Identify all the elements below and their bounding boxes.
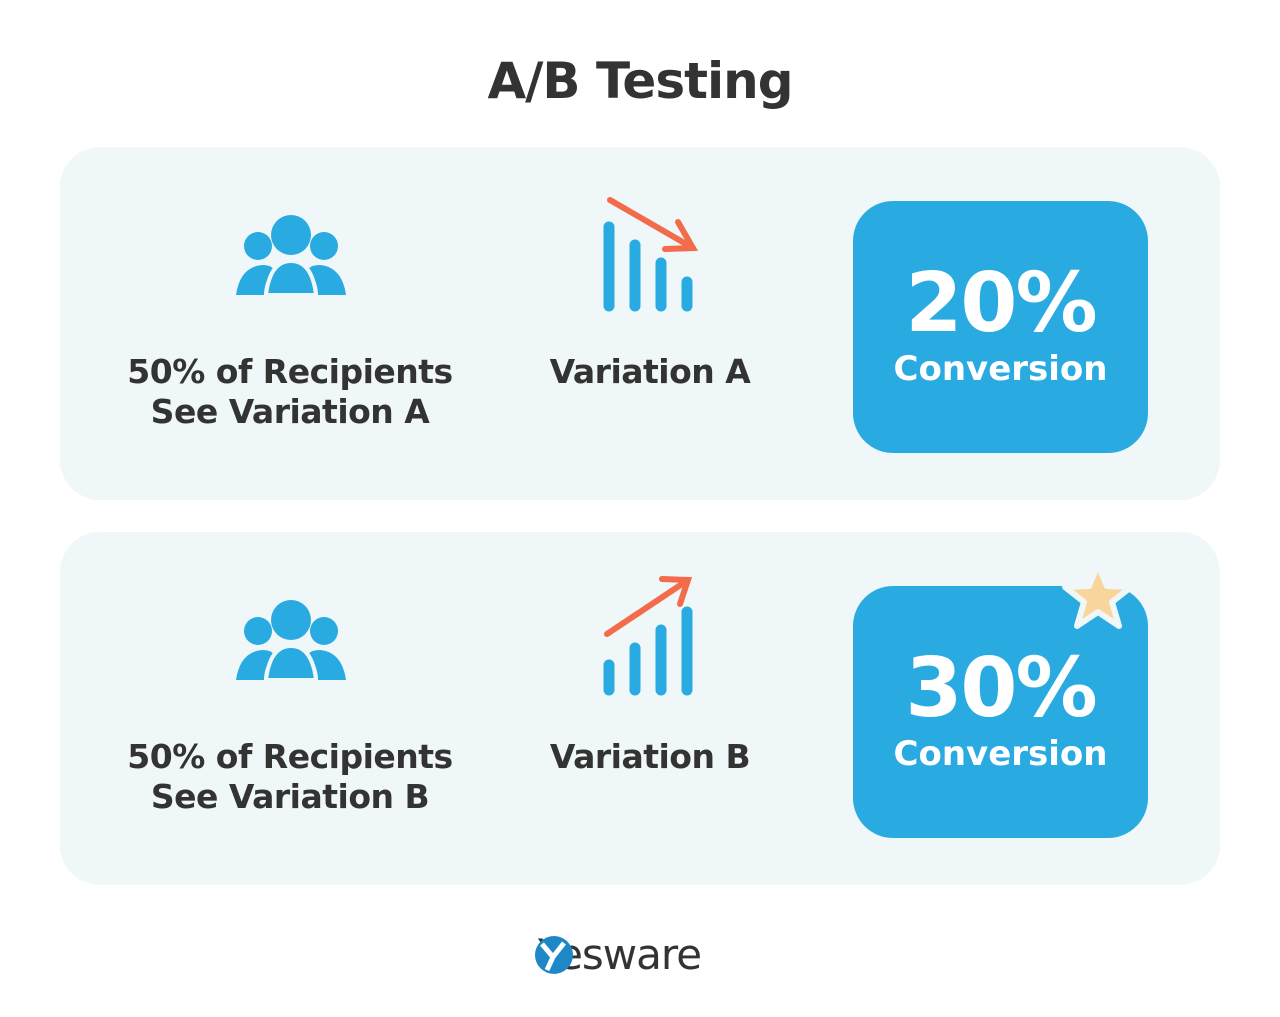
yesware-logo: Yesware [534, 930, 702, 979]
variation-b-panel: 50% of Recipients See Variation B Variati… [60, 532, 1220, 885]
audience-line-2: See Variation B [150, 777, 430, 816]
variation-label: Variation A [549, 352, 751, 391]
trend-down-chart-icon [603, 197, 699, 312]
conversion-box: 20% Conversion [853, 201, 1148, 453]
variation-a-panel: 50% of Recipients See Variation A Variati… [60, 147, 1220, 500]
variation-label: Variation B [549, 737, 751, 776]
conversion-box: 30% Conversion [853, 586, 1148, 838]
audience-line-2: See Variation A [150, 392, 430, 431]
page-title: A/B Testing [487, 52, 793, 110]
trend-up-chart-icon [603, 576, 693, 696]
conversion-percent: 20% [905, 256, 1097, 351]
winner-star-icon [1062, 561, 1134, 629]
audience-label: 50% of Recipients See Variation B [100, 737, 480, 817]
people-icon [236, 600, 346, 682]
conversion-label: Conversion [893, 349, 1108, 389]
people-icon [236, 215, 346, 297]
conversion-label: Conversion [893, 734, 1108, 774]
audience-label: 50% of Recipients See Variation A [100, 352, 480, 432]
audience-line-1: 50% of Recipients [127, 352, 453, 391]
yesware-logo-icon [535, 935, 573, 974]
audience-line-1: 50% of Recipients [127, 737, 453, 776]
conversion-percent: 30% [905, 641, 1097, 736]
